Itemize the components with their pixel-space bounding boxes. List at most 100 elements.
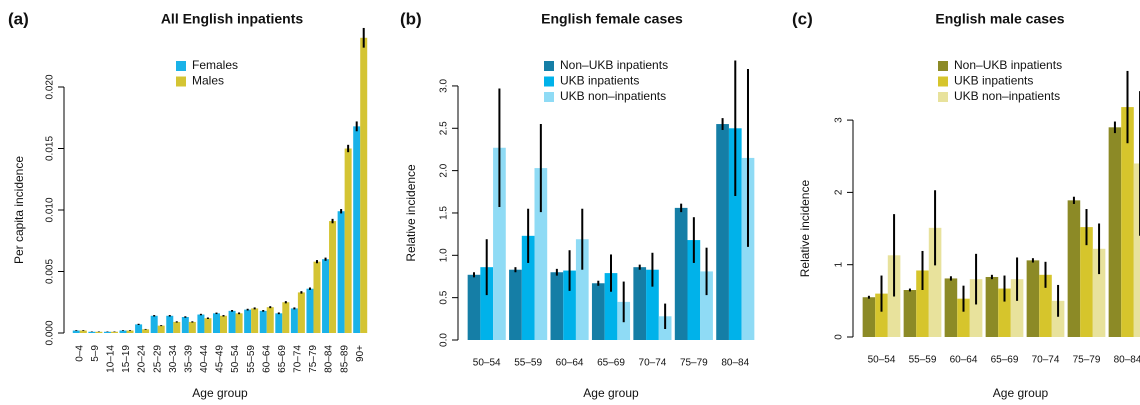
x-tick-label: 35–39 bbox=[183, 345, 194, 373]
bar bbox=[716, 124, 729, 340]
x-tick-label: 65–69 bbox=[991, 355, 1019, 366]
bar bbox=[79, 330, 87, 333]
chart-title: English male cases bbox=[935, 11, 1064, 27]
bar bbox=[1092, 248, 1106, 337]
legend-swatch bbox=[938, 76, 948, 87]
y-tick-label: 1 bbox=[834, 261, 845, 267]
bar bbox=[212, 313, 220, 333]
y-tick-label: 1.5 bbox=[439, 206, 450, 220]
bar bbox=[1133, 163, 1140, 337]
bar bbox=[150, 315, 158, 333]
bar bbox=[591, 283, 605, 340]
bar bbox=[741, 157, 755, 340]
bar bbox=[235, 313, 243, 333]
y-tick-label: 2.5 bbox=[439, 121, 450, 135]
y-axis-label: Relative incidence bbox=[798, 180, 812, 278]
bar bbox=[957, 298, 970, 337]
bar bbox=[903, 290, 917, 337]
bar bbox=[313, 261, 321, 333]
bar bbox=[297, 292, 305, 333]
bar bbox=[493, 147, 506, 340]
bar bbox=[166, 315, 174, 333]
x-tick-label: 55–59 bbox=[246, 345, 257, 373]
x-axis-label: Age group bbox=[192, 386, 248, 400]
bar bbox=[197, 314, 205, 333]
bar bbox=[534, 168, 548, 340]
x-tick-label: 45–49 bbox=[215, 345, 226, 373]
bar bbox=[674, 207, 688, 340]
x-tick-label: 60–64 bbox=[950, 355, 978, 366]
bar bbox=[700, 271, 713, 340]
bar bbox=[875, 293, 888, 337]
bar bbox=[95, 331, 103, 333]
legend-label: UKB non–inpatients bbox=[560, 89, 666, 103]
bar bbox=[353, 126, 361, 333]
bar bbox=[344, 148, 352, 333]
legend-label: UKB inpatients bbox=[954, 74, 1033, 88]
x-tick-label: 80–84 bbox=[324, 345, 335, 373]
panel-label: (b) bbox=[400, 9, 422, 28]
bar bbox=[244, 309, 252, 333]
chart-title: English female cases bbox=[541, 11, 683, 27]
bar bbox=[142, 329, 150, 333]
bar bbox=[181, 317, 189, 333]
x-tick-label: 5–9 bbox=[90, 345, 101, 362]
bar bbox=[646, 269, 659, 340]
x-tick-label: 75–79 bbox=[680, 358, 708, 369]
x-tick-label: 70–74 bbox=[1032, 355, 1060, 366]
y-tick-label: 0.010 bbox=[45, 197, 56, 222]
bar bbox=[509, 269, 522, 340]
bar bbox=[862, 297, 876, 337]
x-tick-label: 60–64 bbox=[556, 358, 584, 369]
x-tick-label: 50–54 bbox=[473, 358, 501, 369]
x-tick-label: 30–34 bbox=[168, 345, 179, 373]
x-tick-label: 75–79 bbox=[1073, 355, 1101, 366]
y-tick-label: 0.5 bbox=[439, 290, 450, 304]
bar bbox=[998, 288, 1011, 337]
legend-label: UKB inpatients bbox=[560, 74, 639, 88]
bar bbox=[604, 273, 618, 340]
x-tick-label: 10–14 bbox=[106, 345, 117, 373]
bar bbox=[467, 274, 481, 340]
bar bbox=[360, 37, 368, 334]
legend-swatch bbox=[544, 61, 554, 71]
bar bbox=[928, 227, 942, 337]
legend-swatch bbox=[544, 92, 554, 102]
bar bbox=[173, 321, 181, 333]
x-tick-label: 80–84 bbox=[1114, 355, 1140, 366]
bar bbox=[188, 321, 196, 333]
y-axis-label: Relative incidence bbox=[404, 164, 418, 262]
x-tick-label: 90+ bbox=[355, 345, 366, 362]
bar bbox=[220, 315, 228, 333]
bar bbox=[251, 308, 259, 333]
y-tick-label: 3 bbox=[834, 117, 845, 123]
bar bbox=[259, 310, 267, 333]
bar bbox=[306, 288, 314, 333]
y-tick-label: 2 bbox=[834, 189, 845, 195]
x-tick-label: 65–69 bbox=[277, 345, 288, 373]
legend-label: Males bbox=[192, 74, 224, 88]
y-tick-label: 0 bbox=[834, 334, 845, 340]
bar bbox=[687, 240, 701, 340]
panel-label: (a) bbox=[8, 9, 29, 28]
x-tick-label: 20–24 bbox=[137, 345, 148, 373]
y-tick-label: 2.0 bbox=[439, 163, 450, 177]
x-tick-label: 75–79 bbox=[308, 345, 319, 373]
bar bbox=[126, 330, 134, 333]
chart-title: All English inpatients bbox=[161, 11, 304, 27]
bar bbox=[563, 270, 576, 340]
bar bbox=[1080, 227, 1093, 337]
bar bbox=[1039, 274, 1052, 337]
bar bbox=[575, 239, 589, 340]
y-tick-label: 0.0 bbox=[439, 333, 450, 347]
legend-label: Non–UKB inpatients bbox=[560, 58, 668, 72]
x-tick-label: 25–29 bbox=[152, 345, 163, 373]
x-tick-label: 70–74 bbox=[639, 358, 667, 369]
bar bbox=[204, 318, 212, 333]
bar bbox=[110, 331, 118, 333]
x-tick-label: 65–69 bbox=[597, 358, 625, 369]
bar bbox=[1067, 200, 1081, 337]
bar bbox=[322, 259, 330, 333]
x-axis-label: Age group bbox=[993, 386, 1049, 400]
